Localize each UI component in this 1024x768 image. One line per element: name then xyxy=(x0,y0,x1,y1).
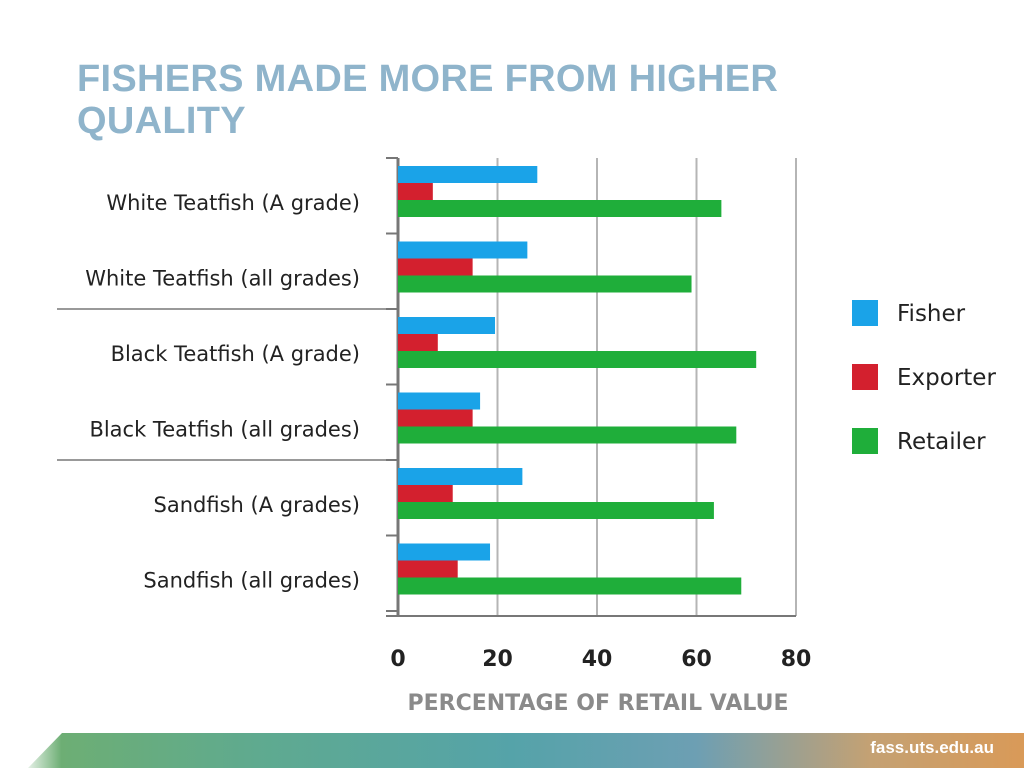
bar-exporter-4 xyxy=(398,485,453,502)
bar-exporter-1 xyxy=(398,258,473,276)
bar-retailer-4 xyxy=(398,502,714,519)
legend-swatch-retailer xyxy=(852,428,878,454)
bar-exporter-5 xyxy=(398,560,458,578)
legend-label-exporter: Exporter xyxy=(897,365,996,391)
category-label: Sandfish (A grades) xyxy=(154,493,360,517)
legend-label-retailer: Retailer xyxy=(897,429,986,455)
category-labels: White Teatfish (A grade) White Teatfish (… xyxy=(85,191,360,593)
x-tick-label-40: 40 xyxy=(582,647,613,672)
category-label: Sandfish (all grades) xyxy=(143,569,360,593)
x-tick-labels: 0 20 40 60 80 xyxy=(390,647,811,672)
gridlines xyxy=(496,158,797,616)
category-label: Black Teatfish (A grade) xyxy=(111,342,360,366)
footer-band xyxy=(28,733,1024,768)
bar-fisher-5 xyxy=(398,543,491,561)
bar-retailer-2 xyxy=(398,351,757,368)
category-label: White Teatfish (A grade) xyxy=(106,191,360,215)
bar-fisher-3 xyxy=(398,392,481,410)
bar-retailer-0 xyxy=(398,200,722,217)
bar-retailer-3 xyxy=(398,426,737,444)
x-tick-label-20: 20 xyxy=(482,647,513,672)
chart-axes xyxy=(57,157,796,617)
x-tick-label-0: 0 xyxy=(390,647,405,672)
bar-fisher-0 xyxy=(398,166,538,183)
category-label: Black Teatfish (all grades) xyxy=(89,418,360,442)
bar-fisher-4 xyxy=(398,468,523,485)
x-tick-label-60: 60 xyxy=(681,647,712,672)
category-label: White Teatfish (all grades) xyxy=(85,267,360,291)
bar-retailer-5 xyxy=(398,577,742,595)
legend-swatch-exporter xyxy=(852,364,878,390)
bar-exporter-0 xyxy=(398,183,433,200)
x-tick-label-80: 80 xyxy=(781,647,812,672)
bar-retailer-1 xyxy=(398,275,692,293)
bar-exporter-2 xyxy=(398,334,438,351)
x-axis-title: PERCENTAGE OF RETAIL VALUE xyxy=(408,691,789,716)
bar-fisher-1 xyxy=(398,241,528,259)
legend: Fisher Exporter Retailer xyxy=(852,300,996,455)
footer-url: fass.uts.edu.au xyxy=(870,738,994,757)
bar-exporter-3 xyxy=(398,409,473,427)
bar-fisher-2 xyxy=(398,317,496,334)
bar-chart: White Teatfish (A grade) White Teatfish (… xyxy=(57,157,996,716)
slide-title: FISHERS MADE MORE FROM HIGHER QUALITY xyxy=(77,58,779,142)
chart-bars xyxy=(398,166,757,595)
legend-label-fisher: Fisher xyxy=(897,301,966,327)
legend-swatch-fisher xyxy=(852,300,878,326)
